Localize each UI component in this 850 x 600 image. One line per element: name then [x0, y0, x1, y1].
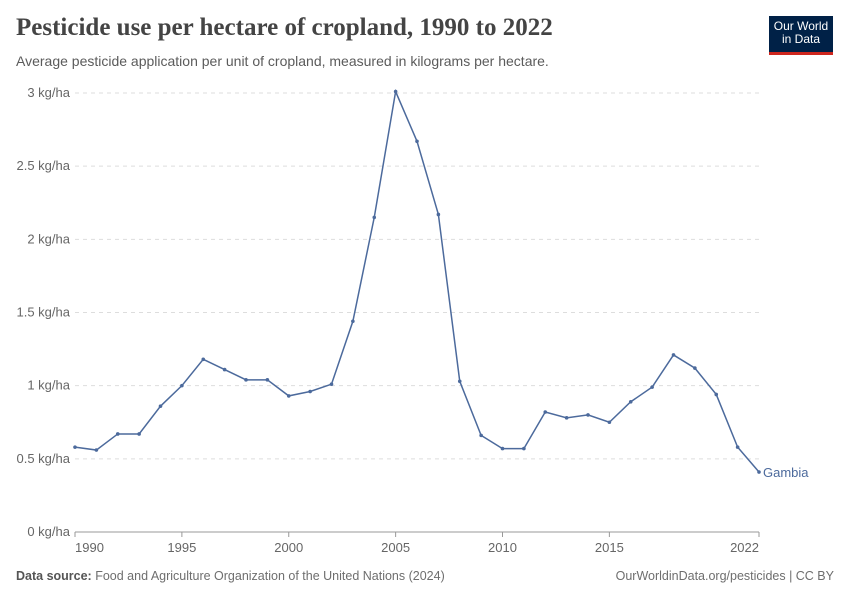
- data-point: [265, 378, 270, 382]
- data-point: [115, 432, 120, 436]
- data-point: [671, 353, 676, 357]
- chart-title: Pesticide use per hectare of cropland, 1…: [16, 14, 553, 41]
- data-point: [650, 385, 654, 389]
- data-point: [757, 470, 761, 474]
- x-tick-label: 2010: [488, 540, 517, 555]
- y-tick-label: 0 kg/ha: [27, 524, 70, 539]
- data-point: [372, 215, 377, 220]
- owid-logo[interactable]: Our World in Data: [769, 16, 833, 55]
- data-point: [180, 383, 184, 388]
- data-point: [415, 139, 419, 144]
- data-point: [158, 404, 163, 408]
- data-point: [73, 445, 77, 449]
- data-point: [436, 212, 441, 217]
- data-point: [564, 416, 569, 420]
- data-point: [393, 89, 398, 94]
- chart-subtitle: Average pesticide application per unit o…: [16, 53, 549, 69]
- data-point: [522, 446, 526, 451]
- series-label: Gambia: [763, 465, 809, 480]
- data-point: [607, 420, 612, 425]
- data-point: [222, 367, 227, 372]
- x-tick-label: 2015: [595, 540, 624, 555]
- data-point: [714, 392, 719, 397]
- data-point: [479, 433, 483, 438]
- x-tick-label: 2000: [274, 540, 303, 555]
- source-text[interactable]: Food and Agriculture Organization of the…: [95, 569, 445, 583]
- data-point: [735, 445, 740, 449]
- data-point: [586, 413, 590, 417]
- data-point: [351, 319, 355, 324]
- source-label: Data source:: [16, 569, 92, 583]
- y-tick-label: 1.5 kg/ha: [17, 305, 71, 320]
- data-point: [201, 357, 206, 362]
- x-tick-label: 1990: [75, 540, 104, 555]
- x-tick-label: 2005: [381, 540, 410, 555]
- y-tick-label: 2.5 kg/ha: [17, 158, 71, 173]
- data-point: [94, 448, 99, 452]
- data-point: [244, 378, 248, 382]
- data-point: [329, 382, 334, 387]
- credit-link[interactable]: OurWorldinData.org/pesticides | CC BY: [615, 569, 834, 583]
- y-tick-label: 0.5 kg/ha: [17, 451, 71, 466]
- data-source: Data source: Food and Agriculture Organi…: [16, 569, 445, 583]
- x-tick-label: 2022: [730, 540, 759, 555]
- data-point: [308, 389, 312, 394]
- data-point: [693, 366, 697, 370]
- x-tick-label: 1995: [167, 540, 196, 555]
- series-line: [74, 88, 760, 473]
- data-point: [543, 410, 548, 414]
- data-point: [628, 399, 633, 404]
- data-point: [286, 394, 291, 398]
- y-tick-label: 1 kg/ha: [27, 378, 70, 393]
- data-point: [500, 446, 505, 451]
- y-tick-label: 3 kg/ha: [27, 85, 70, 100]
- y-tick-label: 2 kg/ha: [27, 231, 70, 246]
- data-point: [457, 379, 462, 384]
- data-point: [137, 432, 141, 436]
